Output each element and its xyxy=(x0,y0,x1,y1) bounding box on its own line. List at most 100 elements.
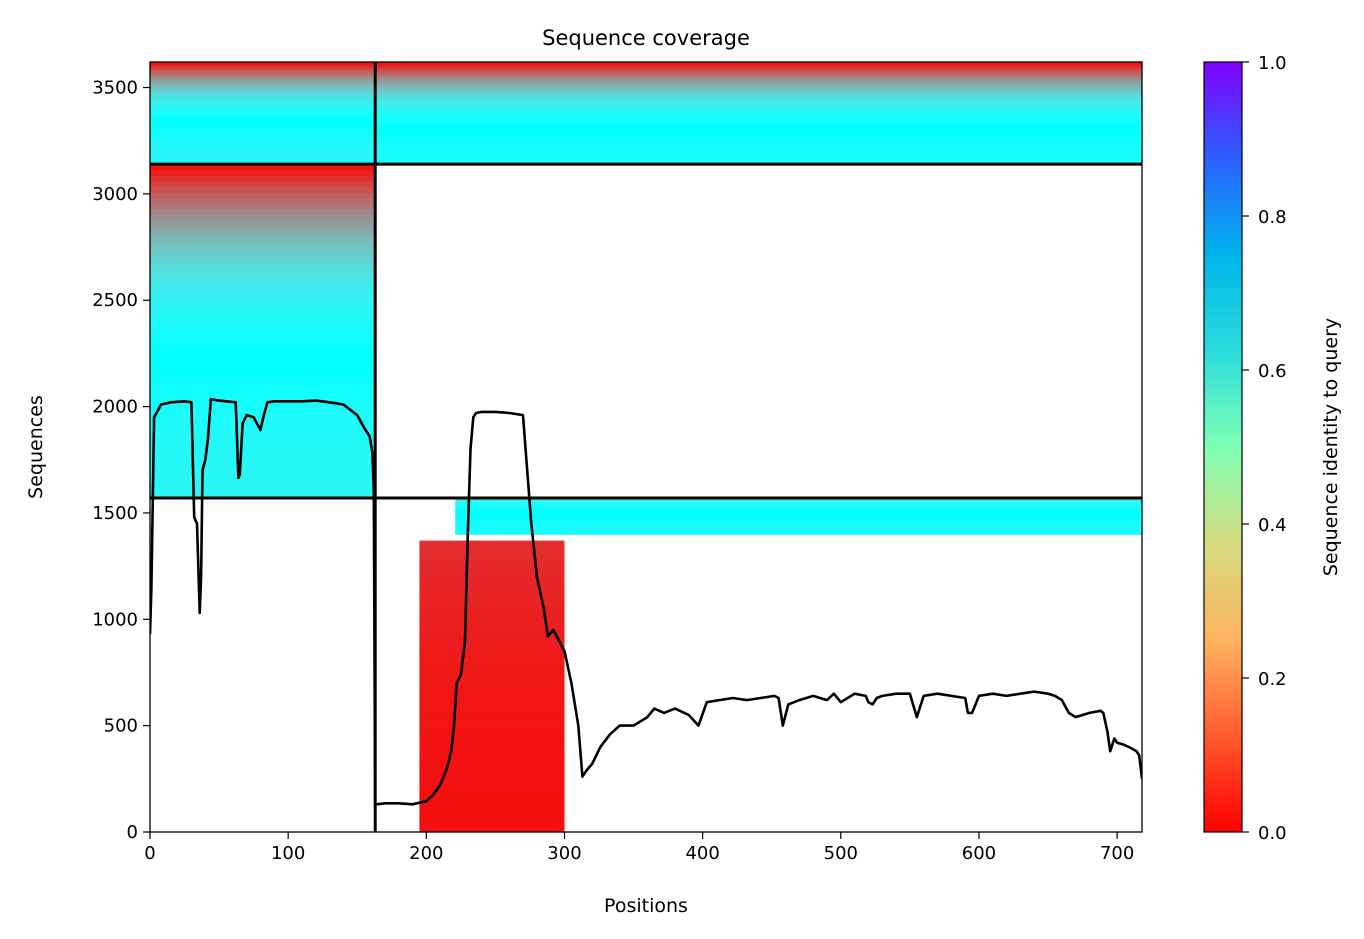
heatmap-band xyxy=(150,102,376,106)
heatmap-band xyxy=(375,118,1142,121)
heatmap-band xyxy=(150,425,376,432)
heatmap-band xyxy=(455,510,1142,512)
heatmap-band xyxy=(419,720,565,726)
heatmap-band xyxy=(375,143,1142,146)
heatmap-band xyxy=(455,505,1142,508)
heatmap-band xyxy=(150,141,376,145)
heatmap-band xyxy=(419,642,565,649)
heatmap-band xyxy=(150,436,376,443)
heatmap-band xyxy=(419,662,565,668)
heatmap-band xyxy=(150,180,376,187)
heatmap-band xyxy=(150,392,376,399)
heatmap-band xyxy=(150,386,376,393)
heatmap-band xyxy=(150,160,376,163)
heatmap-band xyxy=(150,70,376,73)
heatmap-band xyxy=(150,459,376,466)
colorbar-tick-label: 1.0 xyxy=(1258,53,1287,74)
heatmap-band xyxy=(150,133,376,136)
heatmap-band xyxy=(455,501,1142,503)
heatmap-band xyxy=(150,106,376,109)
heatmap-band xyxy=(150,99,376,102)
plot-frame xyxy=(149,61,1143,833)
heatmap-band xyxy=(150,80,376,84)
heatmap-band xyxy=(150,63,376,67)
heatmap-band xyxy=(150,72,376,75)
heatmap-band xyxy=(419,574,565,581)
heatmap-band xyxy=(150,119,376,123)
heatmap-band xyxy=(375,106,1142,109)
heatmap-band xyxy=(150,114,376,118)
heatmap-band xyxy=(375,87,1142,90)
heatmap-band xyxy=(150,148,376,152)
heatmap-band xyxy=(375,119,1142,123)
heatmap-band xyxy=(150,169,376,176)
heatmap-band xyxy=(419,822,565,828)
heatmap-band xyxy=(455,503,1142,505)
heatmap-band xyxy=(455,524,1142,526)
heatmap-band xyxy=(375,84,1142,87)
heatmap-band xyxy=(455,511,1142,514)
heatmap-band xyxy=(150,150,376,153)
heatmap-band xyxy=(150,101,376,104)
heatmap-band xyxy=(150,236,376,243)
heatmap-band xyxy=(419,647,565,653)
heatmap-band xyxy=(419,798,565,804)
heatmap-band xyxy=(375,72,1142,75)
x-tick-label: 600 xyxy=(962,843,996,864)
heatmap-band xyxy=(375,92,1142,95)
heatmap-band xyxy=(375,111,1142,114)
heatmap-band xyxy=(455,516,1142,518)
heatmap-band xyxy=(375,85,1142,89)
heatmap-band xyxy=(150,297,376,304)
heatmap-band xyxy=(375,70,1142,73)
heatmap-band xyxy=(375,101,1142,104)
y-axis-label: Sequences xyxy=(25,395,47,499)
heatmap-band xyxy=(455,526,1142,529)
heatmap-band xyxy=(375,68,1142,72)
heatmap-band xyxy=(150,138,376,141)
heatmap-band xyxy=(419,666,565,673)
heatmap-band xyxy=(375,102,1142,106)
heatmap-band xyxy=(375,82,1142,85)
heatmap-band xyxy=(150,247,376,254)
heatmap-band xyxy=(375,130,1142,133)
heatmap-band xyxy=(375,90,1142,94)
heatmap-band xyxy=(150,336,376,343)
heatmap-band xyxy=(150,464,376,471)
heatmap-band xyxy=(150,153,376,157)
heatmap-band xyxy=(419,632,565,639)
x-tick-label: 300 xyxy=(547,843,581,864)
heatmap-band xyxy=(150,203,376,210)
heatmap-band xyxy=(419,817,565,823)
heatmap-band xyxy=(455,520,1142,523)
heatmap-band xyxy=(150,175,376,182)
heatmap-band xyxy=(150,481,376,488)
heatmap-band xyxy=(419,603,565,610)
heatmap-band xyxy=(375,114,1142,118)
heatmap-band xyxy=(150,381,376,388)
heatmap-band xyxy=(150,140,376,143)
heatmap-band xyxy=(455,502,1142,505)
heatmap-band xyxy=(419,754,565,760)
heatmap-band xyxy=(375,136,1142,140)
heatmap-band xyxy=(150,447,376,455)
heatmap-band xyxy=(375,94,1142,97)
x-axis: 0 100 200 300 400 500 600 700 xyxy=(144,832,1134,864)
colorbar xyxy=(1203,61,1243,833)
heatmap-band xyxy=(150,325,376,332)
chart-title: Sequence coverage xyxy=(542,26,750,50)
colorbar-tick-label: 0.0 xyxy=(1258,823,1287,844)
heatmap-band xyxy=(150,62,376,65)
heatmap-band xyxy=(150,242,376,249)
heatmap-band xyxy=(150,197,376,204)
heatmap-band xyxy=(375,158,1142,162)
heatmap-band xyxy=(455,530,1142,532)
heatmap-band xyxy=(419,710,565,717)
heatmap-band xyxy=(150,85,376,89)
heatmap-band xyxy=(150,65,376,68)
heatmap-band xyxy=(419,550,565,556)
heatmap-band xyxy=(150,135,376,138)
heatmap-band xyxy=(150,126,376,129)
heatmap-band xyxy=(419,705,565,712)
